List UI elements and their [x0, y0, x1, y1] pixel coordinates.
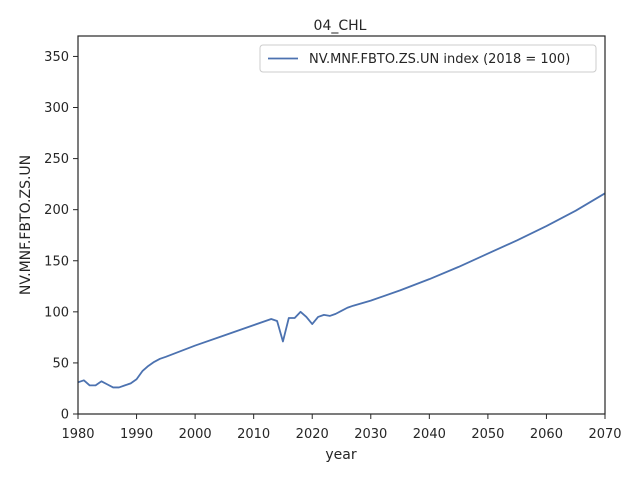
x-tick-label: 2020	[296, 427, 329, 442]
chart-title: 04_CHL	[314, 18, 367, 34]
plot-frame	[77, 35, 606, 415]
y-tick-label: 50	[52, 356, 69, 371]
y-tick-label: 100	[44, 305, 69, 320]
x-tick-label: 2050	[471, 427, 504, 442]
x-tick-label: 2040	[413, 427, 446, 442]
x-tick-label: 2030	[354, 427, 387, 442]
x-axis-label: year	[325, 447, 356, 463]
series-layer	[77, 192, 606, 389]
legend-box	[259, 44, 597, 73]
x-tick-label: 2000	[179, 427, 212, 442]
y-tick-label: 300	[44, 101, 69, 116]
x-tick-label: 2060	[530, 427, 563, 442]
y-tick-label: 200	[44, 203, 69, 218]
series-line	[77, 192, 606, 389]
x-tick-label: 1990	[120, 427, 153, 442]
x-tick-label: 2070	[588, 427, 621, 442]
legend-label: NV.MNF.FBTO.ZS.UN index (2018 = 100)	[309, 52, 570, 67]
y-axis-ticks: 0 50 100 150 200 250 300 350	[44, 50, 78, 423]
y-tick-label: 150	[44, 254, 69, 269]
y-tick-label: 0	[61, 408, 69, 423]
y-tick-label: 350	[44, 50, 69, 65]
x-axis-ticks: 1980 1990 2000 2010 2020 2030 2040 2050 2060 2070	[61, 414, 622, 442]
x-tick-label: 1980	[61, 427, 94, 442]
y-axis-label: NV.MNF.FBTO.ZS.UN	[18, 155, 34, 295]
x-tick-label: 2010	[237, 427, 270, 442]
legend: NV.MNF.FBTO.ZS.UN index (2018 = 100)	[259, 44, 597, 73]
y-tick-label: 250	[44, 152, 69, 167]
